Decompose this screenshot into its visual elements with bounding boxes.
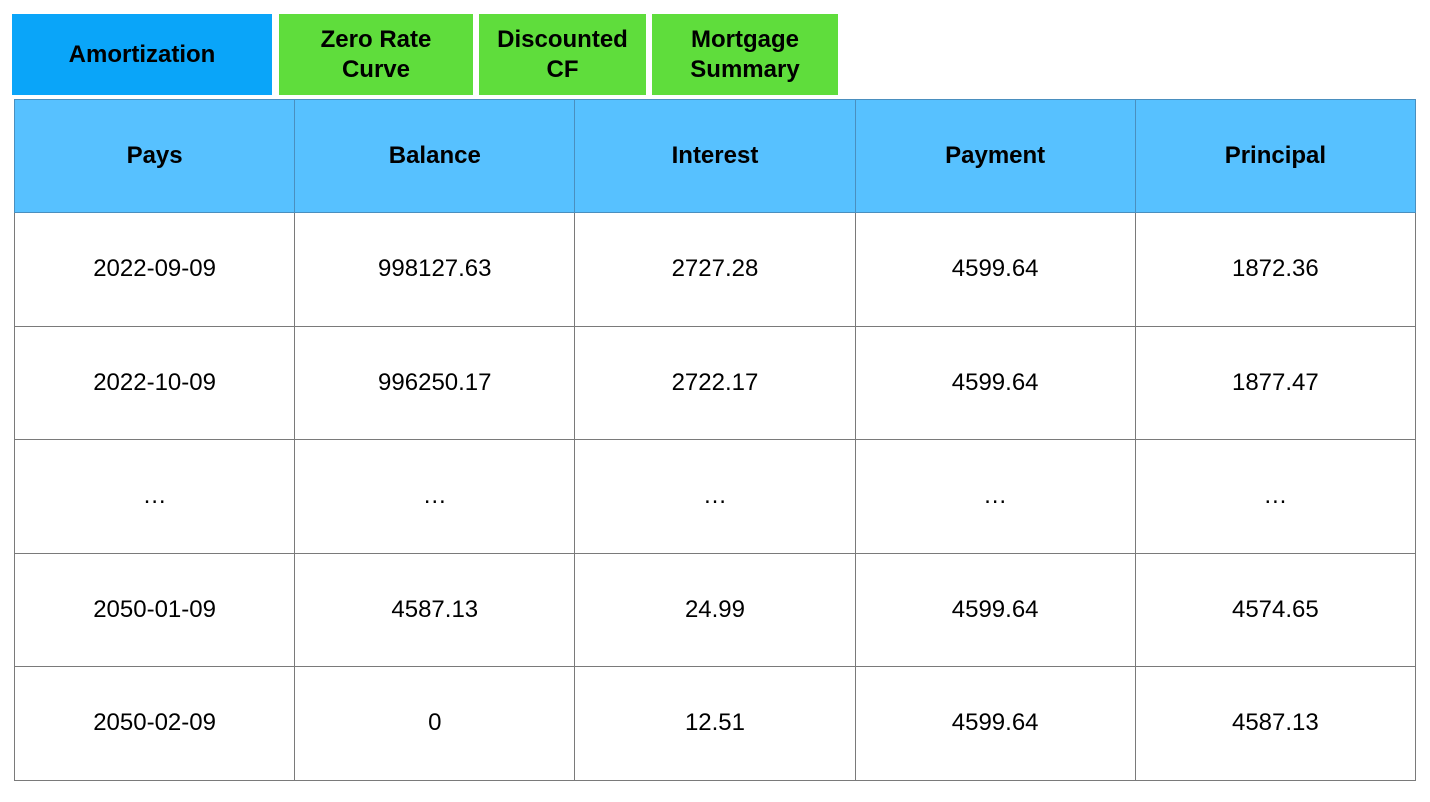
- column-header-payment: Payment: [854, 99, 1136, 213]
- cell-principal: 4574.65: [1134, 552, 1417, 667]
- table-body: 2022-09-09 998127.63 2727.28 4599.64 187…: [13, 212, 1417, 781]
- table-header: Pays Balance Interest Payment Principal: [13, 99, 1417, 213]
- cell-interest: 2722.17: [574, 325, 856, 440]
- cell-interest: 12.51: [574, 666, 856, 781]
- cell-principal: 4587.13: [1134, 666, 1417, 781]
- cell-pays: 2050-02-09: [13, 666, 296, 781]
- cell-pays: 2022-10-09: [13, 325, 296, 440]
- table-row: 2050-01-09 4587.13 24.99 4599.64 4574.65: [13, 552, 1417, 667]
- cell-balance: 996250.17: [294, 325, 576, 440]
- cell-payment: 4599.64: [854, 666, 1136, 781]
- cell-principal: …: [1134, 439, 1417, 554]
- cell-pays: 2050-01-09: [13, 552, 296, 667]
- amortization-table: Pays Balance Interest Payment Principal …: [13, 99, 1417, 781]
- cell-pays: 2022-09-09: [13, 212, 296, 327]
- cell-interest: …: [574, 439, 856, 554]
- cell-pays: …: [13, 439, 296, 554]
- tab-mortgage-summary[interactable]: Mortgage Summary: [652, 14, 838, 95]
- table-row: 2022-09-09 998127.63 2727.28 4599.64 187…: [13, 212, 1417, 327]
- tab-bar: Amortization Zero Rate Curve Discounted …: [0, 0, 1430, 98]
- amortization-grid: Pays Balance Interest Payment Principal …: [13, 99, 1417, 781]
- cell-principal: 1877.47: [1134, 325, 1417, 440]
- column-header-principal: Principal: [1134, 99, 1417, 213]
- tab-amortization[interactable]: Amortization: [12, 14, 272, 95]
- cell-payment: …: [854, 439, 1136, 554]
- table-row-ellipsis: … … … … …: [13, 439, 1417, 554]
- table-row: 2022-10-09 996250.17 2722.17 4599.64 187…: [13, 325, 1417, 440]
- column-header-interest: Interest: [574, 99, 856, 213]
- column-header-balance: Balance: [294, 99, 576, 213]
- cell-interest: 24.99: [574, 552, 856, 667]
- header-row: Pays Balance Interest Payment Principal: [13, 99, 1417, 213]
- tab-zero-rate-curve[interactable]: Zero Rate Curve: [279, 14, 473, 95]
- cell-balance: …: [294, 439, 576, 554]
- tab-discounted-cf[interactable]: Discounted CF: [479, 14, 646, 95]
- cell-interest: 2727.28: [574, 212, 856, 327]
- cell-balance: 0: [294, 666, 576, 781]
- cell-principal: 1872.36: [1134, 212, 1417, 327]
- cell-balance: 998127.63: [294, 212, 576, 327]
- cell-payment: 4599.64: [854, 552, 1136, 667]
- cell-balance: 4587.13: [294, 552, 576, 667]
- cell-payment: 4599.64: [854, 325, 1136, 440]
- table-row: 2050-02-09 0 12.51 4599.64 4587.13: [13, 666, 1417, 781]
- cell-payment: 4599.64: [854, 212, 1136, 327]
- column-header-pays: Pays: [13, 99, 296, 213]
